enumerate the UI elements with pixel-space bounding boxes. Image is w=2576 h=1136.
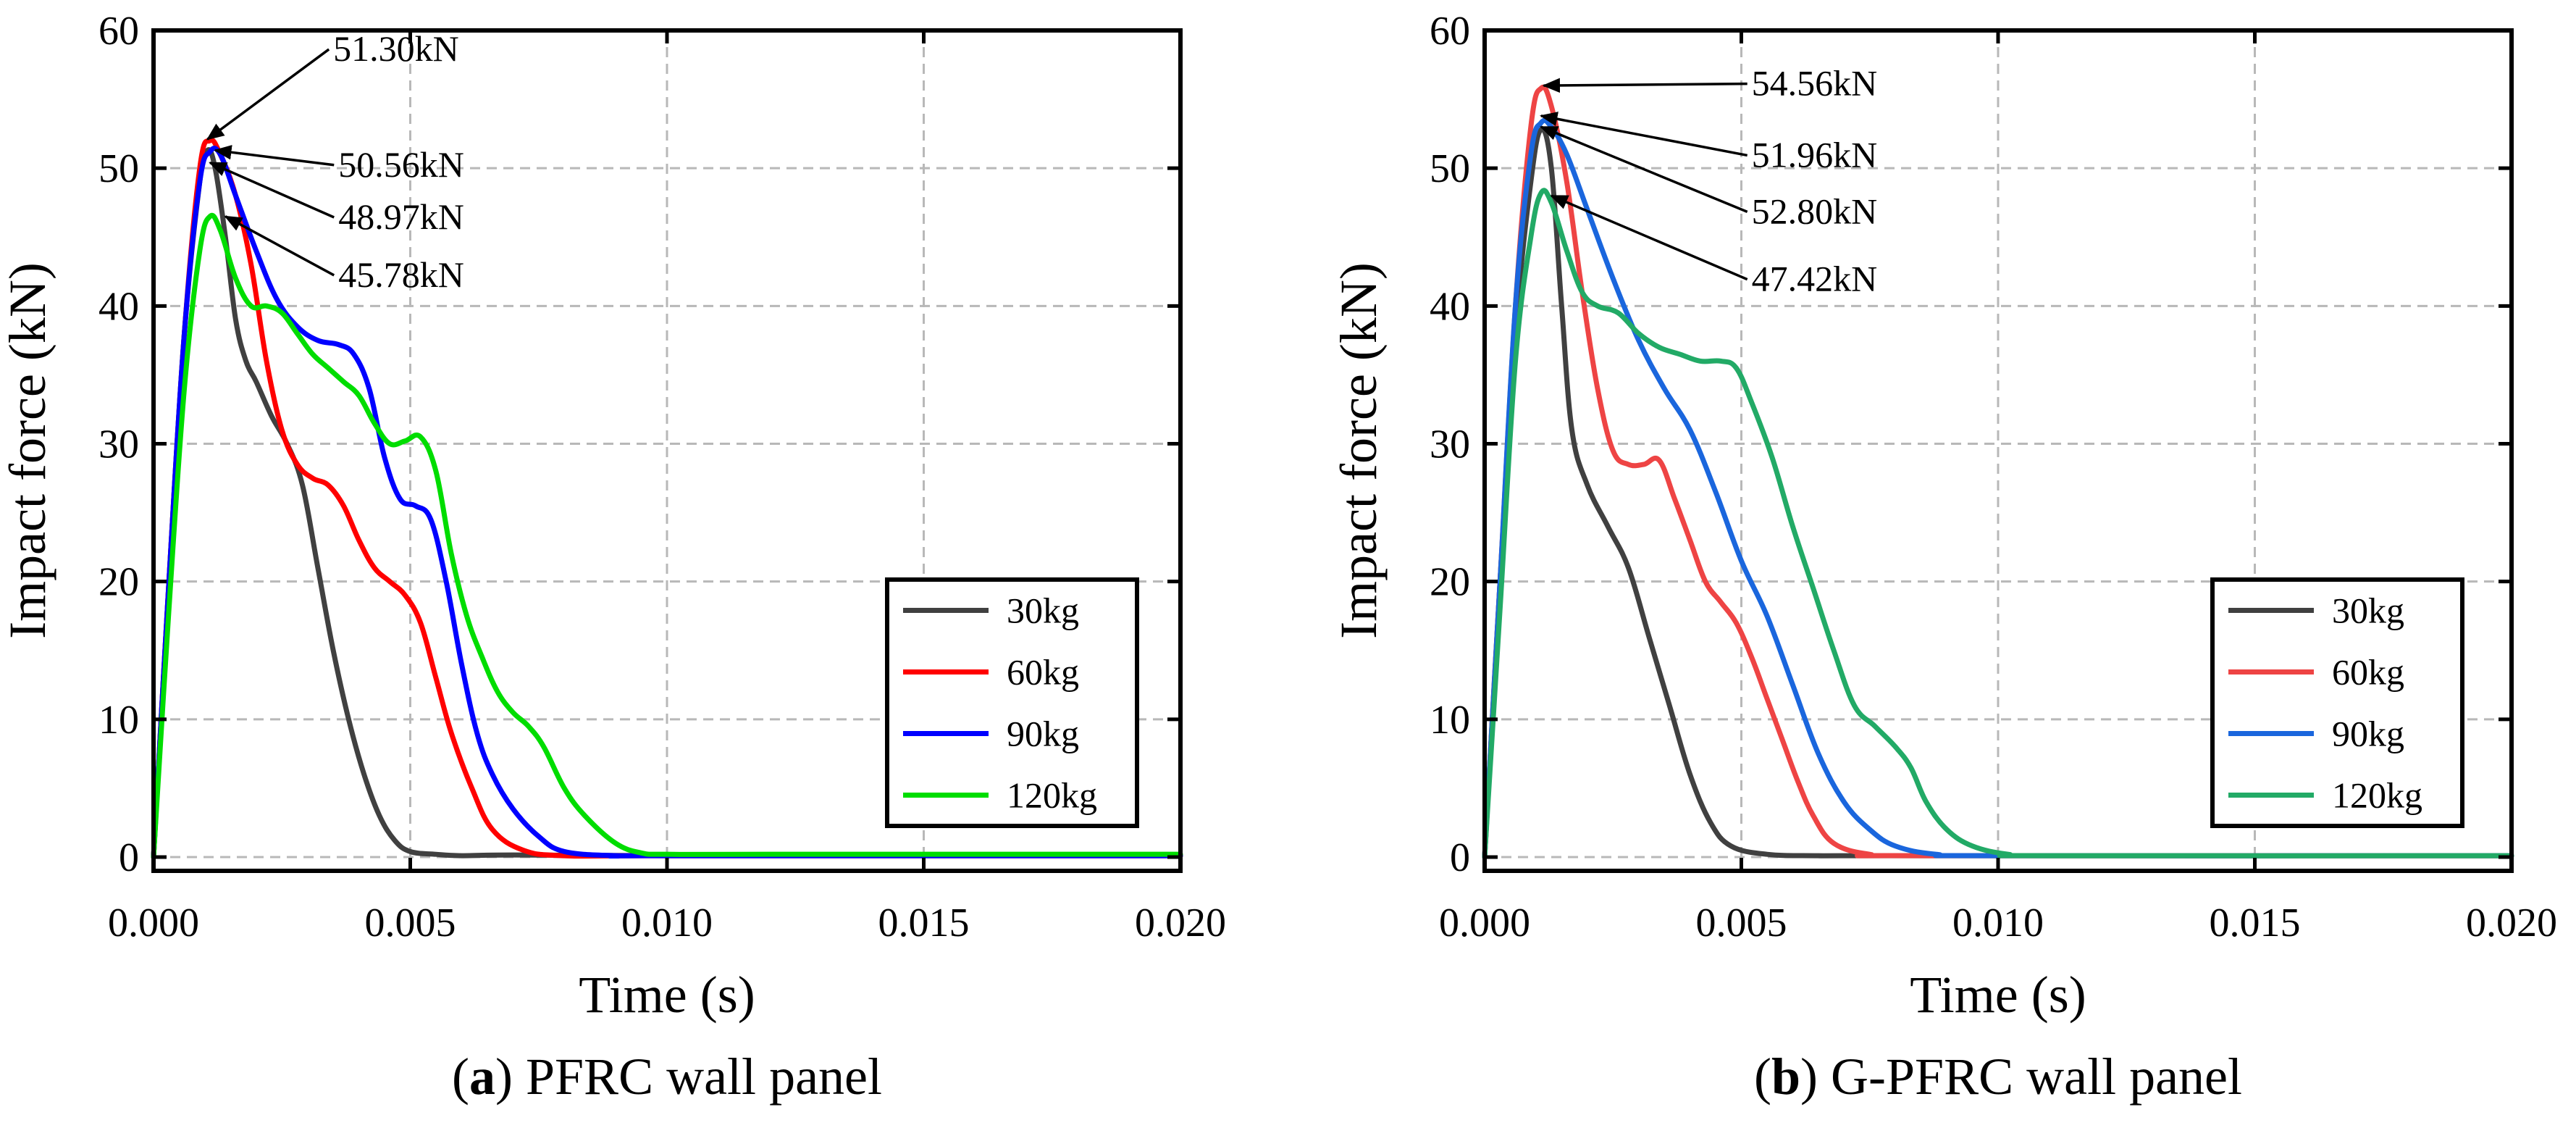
y-tick-label: 40 [1430, 284, 1470, 329]
annotation-label: 52.80kN [1752, 191, 1878, 231]
annotation-label: 54.56kN [1752, 63, 1878, 104]
caption-open-paren: ( [452, 1048, 469, 1106]
y-tick-label: 10 [98, 698, 139, 743]
legend-label: 60kg [2332, 652, 2404, 693]
caption-open-paren: ( [1754, 1048, 1771, 1106]
y-axis-title: Impact force (kN) [1330, 262, 1388, 639]
caption-letter: a [469, 1048, 495, 1106]
x-tick-label: 0.010 [621, 901, 713, 945]
y-tick-label: 30 [1430, 422, 1470, 467]
legend-label: 120kg [2332, 775, 2422, 816]
x-tick-label: 0.010 [1952, 901, 2044, 945]
legend-label: 60kg [1007, 652, 1079, 693]
annotation-arrow [206, 48, 330, 141]
annotation-arrow [214, 145, 335, 167]
y-tick-label: 20 [98, 560, 139, 605]
x-tick-label: 0.000 [108, 901, 199, 945]
y-tick-label: 30 [98, 422, 139, 467]
x-tick-label: 0.000 [1439, 901, 1530, 945]
series-line-120kg [151, 212, 1183, 860]
chart-panel-a: 0.000 0.005 0.010 0.015 0.020 0 10 20 30 40 50 60 Ti… [0, 9, 1226, 1106]
y-tick-label: 60 [98, 9, 139, 54]
annotation-arrow [1539, 112, 1748, 157]
x-tick-label: 0.005 [1696, 901, 1787, 945]
chart-panel-b: 0.000 0.005 0.010 0.015 0.020 0 10 20 30 40 50 60 Ti… [1330, 9, 2557, 1106]
series-line-90kg [1482, 117, 2514, 860]
y-tick-label: 20 [1430, 560, 1470, 605]
x-tick-label: 0.020 [1135, 901, 1226, 945]
x-axis-title: Time (s) [1910, 966, 2086, 1024]
legend: 30kg 60kg 90kg 120kg [885, 577, 1139, 828]
x-tick-label: 0.015 [2210, 901, 2301, 945]
legend: 30kg 60kg 90kg 120kg [2210, 577, 2464, 828]
caption-text: G-PFRC wall panel [1818, 1048, 2242, 1106]
annotation-arrow [1550, 194, 1748, 281]
annotation-label: 45.78kN [338, 254, 464, 295]
y-tick-label: 0 [119, 835, 139, 880]
panel-caption: (b) G-PFRC wall panel [1754, 1048, 2242, 1106]
legend-frame [885, 577, 1139, 828]
y-tick-label: 60 [1430, 9, 1470, 54]
annotation-label: 51.96kN [1752, 134, 1878, 175]
x-tick-label: 0.015 [878, 901, 970, 945]
series-line-120kg [1482, 188, 2514, 860]
annotation-arrow [209, 161, 335, 219]
annotation-label: 48.97kN [338, 196, 464, 237]
x-axis-title: Time (s) [579, 966, 755, 1024]
legend-label: 30kg [2332, 590, 2404, 631]
y-tick-label: 40 [98, 284, 139, 329]
y-axis-title: Impact force (kN) [0, 262, 56, 639]
annotation-arrow [224, 215, 335, 277]
y-tick-label: 0 [1450, 835, 1470, 880]
series-line-60kg [1482, 84, 2514, 860]
annotation-label: 47.42kN [1752, 259, 1878, 299]
legend-label: 30kg [1007, 590, 1079, 631]
panel-caption: (a) PFRC wall panel [452, 1048, 882, 1106]
x-tick-label: 0.005 [365, 901, 456, 945]
legend-label: 90kg [1007, 714, 1079, 754]
x-tick-label: 0.020 [2466, 901, 2557, 945]
legend-label: 120kg [1007, 775, 1097, 816]
legend-frame [2210, 577, 2464, 828]
caption-close-paren: ) [495, 1048, 513, 1106]
y-tick-label: 50 [98, 146, 139, 191]
annotation-arrow [1542, 78, 1748, 93]
caption-close-paren: ) [1800, 1048, 1818, 1106]
annotation-label: 51.30kN [333, 28, 459, 69]
y-tick-label: 10 [1430, 698, 1470, 743]
legend-label: 90kg [2332, 714, 2404, 754]
annotation-arrow [1540, 125, 1748, 214]
y-tick-label: 50 [1430, 146, 1470, 191]
annotation-label: 50.56kN [338, 144, 464, 185]
caption-letter: b [1771, 1048, 1800, 1106]
caption-text: PFRC wall panel [513, 1048, 882, 1106]
